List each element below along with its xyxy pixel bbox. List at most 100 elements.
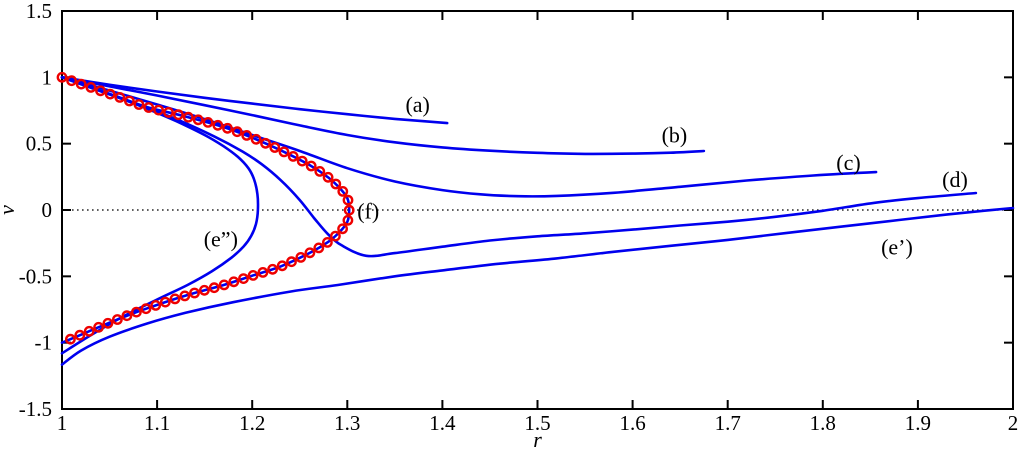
open-circle-marker [276, 260, 288, 272]
open-circle-marker [238, 273, 249, 284]
open-circle-marker [329, 230, 341, 242]
open-circle-marker [159, 296, 171, 308]
open-circle-marker [337, 223, 348, 235]
open-circle-marker [189, 287, 200, 299]
curve-e-prime [60, 206, 1015, 366]
x-tick-label: 2 [1008, 411, 1019, 435]
open-circle-marker [74, 329, 86, 341]
open-circle-marker [337, 185, 349, 197]
open-circle-marker [150, 299, 162, 311]
open-circle-marker [313, 242, 325, 254]
open-circle-marker [163, 107, 174, 118]
open-circle-marker [241, 129, 253, 141]
open-circle-marker [322, 171, 334, 183]
x-tick-label: 1.6 [619, 411, 645, 435]
open-circle-marker [121, 310, 133, 322]
x-tick-label: 1.2 [239, 411, 265, 435]
open-circle-marker [250, 133, 262, 145]
y-tick-label: -0.5 [19, 264, 52, 288]
open-circle-marker [257, 266, 269, 278]
curve-label-d: (d) [942, 167, 968, 192]
open-circle-marker [314, 165, 326, 177]
open-circle-marker [278, 146, 290, 158]
open-circle-marker [65, 333, 76, 345]
y-tick-label: 1 [42, 65, 53, 89]
y-tick-label: -1 [35, 331, 53, 355]
open-circle-marker [287, 150, 299, 162]
open-circle-marker [260, 137, 271, 149]
open-circle-marker [295, 251, 307, 263]
open-circle-marker [104, 88, 116, 100]
open-circle-marker [153, 104, 165, 116]
x-tick-label: 1.7 [715, 411, 741, 435]
open-circle-marker [228, 276, 240, 288]
curve-b [60, 76, 706, 156]
x-tick-label: 1.8 [810, 411, 836, 435]
open-circle-marker [342, 214, 354, 226]
open-circle-marker [342, 194, 354, 206]
y-tick-label: -1.5 [19, 397, 52, 421]
open-circle-marker [231, 126, 243, 138]
open-circle-marker [95, 85, 106, 97]
curve-label-e-double-prime: (e”) [204, 227, 238, 252]
open-circle-marker [212, 119, 224, 131]
open-circle-marker [343, 204, 355, 216]
open-circle-marker [296, 155, 308, 167]
curve-label-f: (f) [357, 199, 379, 224]
curve-label-a: (a) [405, 92, 429, 117]
open-circle-marker [208, 282, 220, 294]
open-circle-marker [112, 314, 123, 325]
open-circle-marker [123, 95, 135, 107]
open-circle-marker [330, 178, 342, 190]
open-circle-marker [143, 102, 155, 113]
open-circle-marker [172, 109, 184, 121]
open-circle-marker [130, 306, 142, 318]
curve-f-markers [56, 71, 355, 345]
open-circle-marker [75, 78, 87, 90]
open-circle-marker [56, 71, 68, 83]
curve-label-e-prime: (e’) [881, 234, 913, 259]
x-tick-label: 1.1 [144, 411, 170, 435]
y-tick-label: 0.5 [26, 132, 52, 156]
open-circle-marker [222, 122, 233, 134]
open-circle-marker [182, 111, 194, 123]
curve-f [60, 76, 351, 344]
open-circle-marker [179, 290, 191, 302]
x-axis-label: r [533, 427, 542, 452]
curve-c [60, 76, 878, 198]
x-tick-label: 1 [57, 411, 68, 435]
open-circle-marker [247, 269, 259, 281]
x-tick-label: 1.3 [334, 411, 360, 435]
open-circle-marker [83, 325, 95, 337]
open-circle-marker [192, 114, 204, 126]
x-tick-label: 1.9 [905, 411, 931, 435]
open-circle-marker [102, 317, 114, 329]
open-circle-marker [269, 142, 281, 153]
open-circle-marker [202, 117, 214, 128]
open-circle-marker [133, 99, 145, 110]
open-circle-marker [66, 75, 78, 87]
curve-d [60, 76, 978, 258]
curve-label-b: (b) [662, 122, 688, 147]
open-circle-marker [321, 236, 333, 248]
open-circle-marker [114, 92, 126, 103]
x-tick-label: 1.5 [524, 411, 550, 435]
curve-label-c: (c) [836, 150, 860, 175]
open-circle-marker [93, 321, 105, 333]
open-circle-marker [286, 256, 297, 268]
x-tick-label: 1.4 [429, 411, 456, 435]
open-circle-marker [305, 160, 317, 172]
open-circle-marker [169, 293, 181, 305]
open-circle-marker [304, 247, 316, 259]
open-circle-marker [218, 279, 230, 291]
y-tick-label: 0 [42, 198, 53, 222]
open-circle-marker [85, 82, 97, 93]
y-axis-label: v [0, 205, 19, 215]
y-tick-label: 1.5 [26, 0, 52, 23]
open-circle-marker [267, 263, 278, 275]
open-circle-marker [140, 303, 152, 315]
curve-e-double-prime [60, 76, 260, 355]
curve-a [60, 76, 449, 125]
